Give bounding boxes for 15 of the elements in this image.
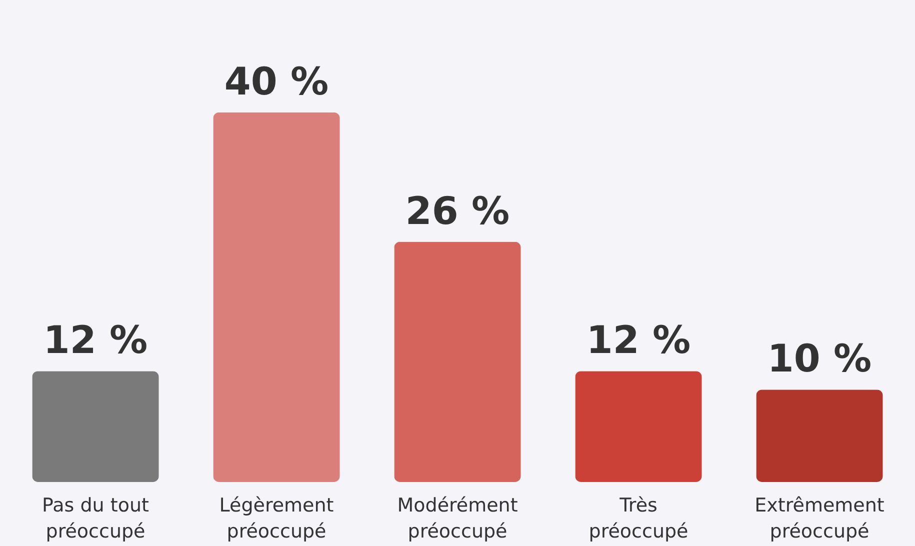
data-label: 26 % (405, 188, 510, 233)
x-tick-label: Modérément préoccupé (397, 494, 518, 542)
bar (575, 371, 702, 482)
data-label: 10 % (767, 336, 872, 381)
bar (32, 371, 159, 482)
x-tick-label: Pas du tout préoccupé (42, 494, 149, 542)
bar (756, 390, 883, 482)
data-label: 40 % (224, 59, 329, 104)
x-tick-label: Très préoccupé (588, 494, 688, 542)
x-tick-label: Extrêmement préoccupé (754, 494, 884, 542)
data-label: 12 % (586, 318, 691, 362)
bar (394, 242, 521, 482)
x-tick-label: Légèrement préoccupé (219, 494, 334, 542)
data-label: 12 % (43, 318, 148, 362)
bar (213, 112, 340, 482)
